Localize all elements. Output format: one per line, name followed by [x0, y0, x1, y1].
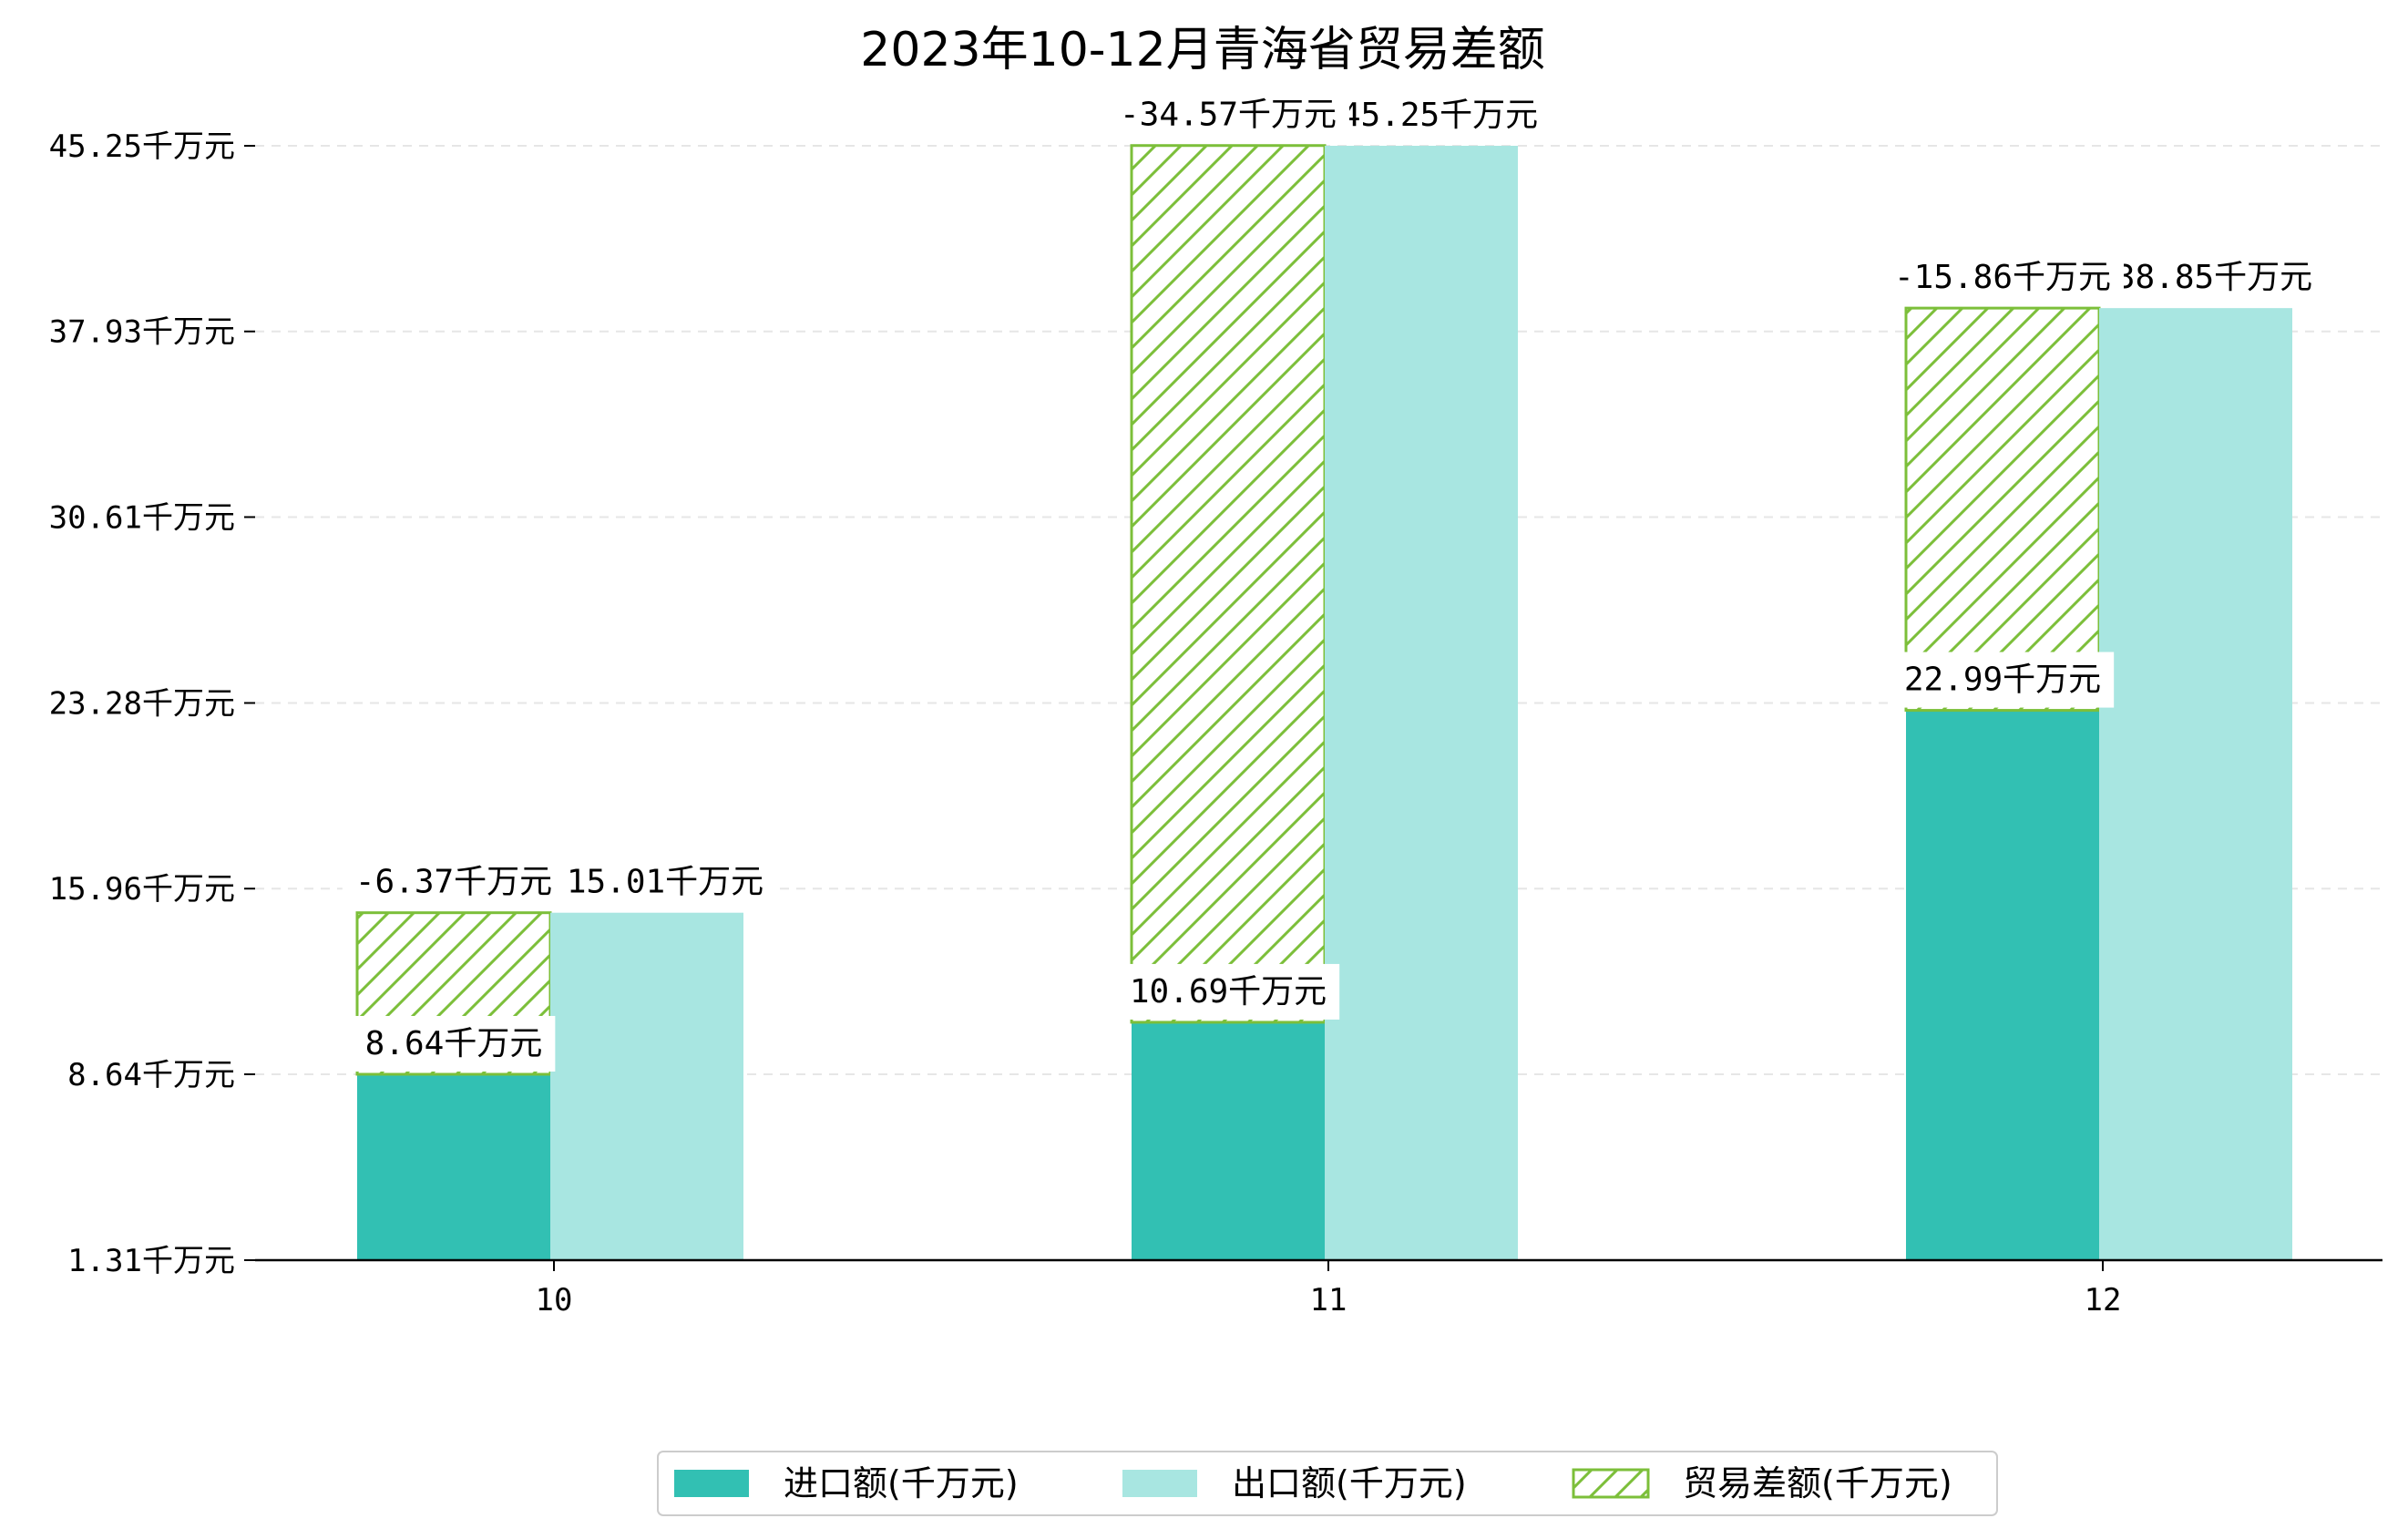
svg-text:10.69千万元: 10.69千万元 [1130, 973, 1327, 1011]
import-value-label: 22.99千万元 [1891, 652, 2115, 708]
import-bar [1132, 1021, 1325, 1260]
y-tick-label: 37.93千万元 [49, 314, 235, 351]
x-tick-label: 12 [2085, 1282, 2122, 1318]
legend: 进口额(千万元) 出口额(千万元) 贸易差额(千万元) [657, 1451, 1998, 1516]
trade-balance-bar [1130, 144, 1327, 1024]
y-tick-label: 30.61千万元 [49, 499, 235, 536]
trade-balance-bar [1904, 306, 2101, 713]
import-bar [1906, 710, 2099, 1260]
svg-text:8.64千万元: 8.64千万元 [365, 1025, 543, 1062]
import-bar [357, 1073, 550, 1260]
x-tick-label: 11 [1310, 1282, 1347, 1318]
export-bar [2099, 308, 2292, 1261]
legend-label: 出口额(千万元) [1232, 1463, 1467, 1503]
axes: 1.31千万元 8.64千万元 15.96千万元 23.28千万元 30.61千万元 37… [49, 128, 2382, 1318]
bars [355, 144, 2292, 1261]
svg-text:-34.57千万元: -34.57千万元 [1120, 97, 1337, 134]
legend-swatch [674, 1470, 749, 1497]
y-tick-label: 15.96千万元 [49, 871, 235, 908]
svg-text:15.01千万元: 15.01千万元 [567, 864, 763, 901]
svg-text:-15.86千万元: -15.86千万元 [1894, 259, 2111, 296]
svg-text:22.99千万元: 22.99千万元 [1904, 662, 2101, 699]
export-bar [1325, 146, 1518, 1260]
trade-balance-value-label: -15.86千万元 [1880, 250, 2125, 306]
legend-swatch [1122, 1470, 1197, 1497]
export-value-label: 38.85千万元 [2102, 250, 2326, 306]
svg-text:45.25千万元: 45.25千万元 [1341, 97, 1538, 134]
legend-swatch [1572, 1468, 1650, 1499]
chart-title: 2023年10-12月青海省贸易差额 [860, 23, 1544, 77]
y-tick-label: 8.64千万元 [67, 1057, 235, 1093]
y-tick-label: 23.28千万元 [49, 686, 235, 723]
legend-item-balance: 贸易差额(千万元) [1572, 1463, 1952, 1503]
svg-text:38.85千万元: 38.85千万元 [2116, 259, 2312, 296]
y-tick-label: 45.25千万元 [49, 128, 235, 165]
import-value-label: 10.69千万元 [1116, 963, 1340, 1020]
x-tick-label: 10 [536, 1282, 573, 1318]
trade-balance-value-label: -6.37千万元 [342, 854, 566, 910]
legend-label: 贸易差额(千万元) [1683, 1463, 1952, 1503]
y-tick-label: 1.31千万元 [67, 1243, 235, 1279]
data-labels: 8.64千万元15.01千万元-6.37千万元10.69千万元45.25千万元-… [342, 87, 2326, 1072]
legend-frame [657, 1451, 1998, 1516]
trade-balance-value-label: -34.57千万元 [1106, 87, 1350, 143]
legend-item-import: 进口额(千万元) [674, 1463, 1019, 1503]
export-bar [550, 912, 743, 1260]
export-value-label: 15.01千万元 [553, 854, 777, 910]
svg-text:-6.37千万元: -6.37千万元 [355, 864, 552, 901]
legend-item-export: 出口额(千万元) [1122, 1463, 1467, 1503]
export-value-label: 45.25千万元 [1327, 87, 1552, 143]
import-value-label: 8.64千万元 [352, 1015, 556, 1072]
legend-label: 进口额(千万元) [784, 1463, 1019, 1503]
